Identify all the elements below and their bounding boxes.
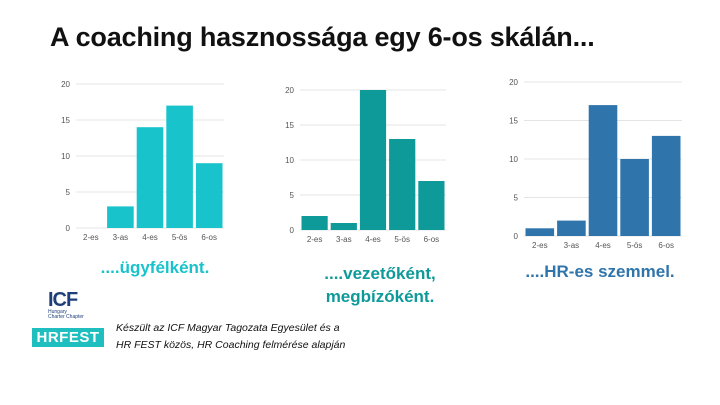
y-tick-label: 5	[290, 191, 295, 200]
source-note-line-1: Készült az ICF Magyar Tagozata Egyesület…	[116, 322, 340, 334]
bar-chart-client: 0 5 10 15 20 2-es 3-as 4-es 5-ös 6-os	[61, 80, 224, 242]
bar-2-es	[301, 216, 328, 230]
x-tick-label: 4-es	[365, 235, 381, 244]
bar-6-os	[195, 163, 223, 228]
x-tick-label: 5-ös	[172, 233, 188, 242]
bar-4-es	[588, 105, 618, 236]
bar-2-es	[525, 228, 555, 236]
y-tick-label: 5	[514, 194, 519, 203]
bar-6-os	[651, 135, 681, 236]
y-tick-label: 0	[66, 224, 71, 233]
bar-3-as	[557, 220, 586, 236]
bar-5-ös	[389, 139, 416, 230]
bar-3-as	[330, 223, 357, 230]
x-tick-label: 2-es	[307, 235, 323, 244]
bar-chart-leader: 0 5 10 15 20 2-es 3-as 4-es 5-ös 6-os	[285, 86, 446, 244]
bar-5-ös	[166, 105, 193, 228]
bar-chart-hr: 0 5 10 15 20 2-es 3-as 4-es 5-ös 6-os	[509, 78, 682, 250]
icf-logo-subtitle: Hungary	[48, 309, 67, 315]
y-tick-label: 10	[509, 155, 518, 164]
x-tick-label: 6-os	[658, 241, 674, 250]
y-tick-label: 15	[61, 116, 70, 125]
caption-client-text: ....ügyfélként.	[100, 258, 210, 277]
x-tick-label: 3-as	[113, 233, 129, 242]
bar-4-es	[359, 90, 387, 230]
caption-leader-line-2: megbízóként.	[325, 287, 435, 306]
chart-client: 0 5 10 15 20 2-es 3-as 4-es 5-ös 6-os	[44, 76, 234, 246]
y-tick-label: 10	[285, 156, 294, 165]
y-tick-label: 15	[285, 121, 294, 130]
y-tick-label: 20	[285, 86, 294, 95]
bar-3-as	[107, 206, 134, 228]
bar-4-es	[136, 127, 164, 228]
hrfest-logo: HRFEST	[32, 328, 104, 347]
x-tick-label: 6-os	[424, 235, 440, 244]
x-tick-label: 3-as	[336, 235, 352, 244]
caption-client: ....ügyfélként.	[60, 256, 250, 279]
y-tick-label: 20	[509, 78, 518, 87]
x-tick-label: 5-ös	[627, 241, 643, 250]
icf-logo-subtitle-2: Charter Chapter	[48, 314, 84, 320]
x-tick-label: 4-es	[142, 233, 158, 242]
y-tick-label: 20	[61, 80, 70, 89]
x-tick-label: 6-os	[201, 233, 217, 242]
icf-logo: ICF Hungary Charter Chapter	[48, 290, 100, 320]
caption-leader: ....vezetőként, megbízóként.	[285, 262, 475, 308]
x-tick-label: 2-es	[83, 233, 99, 242]
x-tick-label: 4-es	[595, 241, 611, 250]
y-tick-label: 15	[509, 117, 518, 126]
y-tick-label: 5	[66, 188, 71, 197]
x-tick-label: 2-es	[532, 241, 548, 250]
page-title: A coaching hasznossága egy 6-os skálán..…	[50, 22, 595, 52]
bar-6-os	[418, 181, 445, 230]
caption-leader-line-1: ....vezetőként,	[324, 264, 436, 283]
y-tick-label: 0	[290, 226, 295, 235]
icf-logo-text: ICF	[48, 289, 78, 311]
source-note-line-2: HR FEST közös, HR Coaching felmérése ala…	[116, 339, 346, 351]
y-tick-label: 0	[514, 232, 519, 241]
y-tick-label: 10	[61, 152, 70, 161]
bar-5-ös	[620, 159, 649, 236]
source-note: Készült az ICF Magyar Tagozata Egyesület…	[116, 320, 345, 354]
caption-hr: ....HR-es szemmel.	[500, 260, 700, 283]
x-tick-label: 5-ös	[394, 235, 410, 244]
chart-hr: 0 5 10 15 20 2-es 3-as 4-es 5-ös 6-os	[509, 76, 700, 256]
chart-leader: 0 5 10 15 20 2-es 3-as 4-es 5-ös 6-os	[284, 82, 474, 252]
x-tick-label: 3-as	[564, 241, 580, 250]
caption-hr-text: ....HR-es szemmel.	[525, 262, 675, 281]
